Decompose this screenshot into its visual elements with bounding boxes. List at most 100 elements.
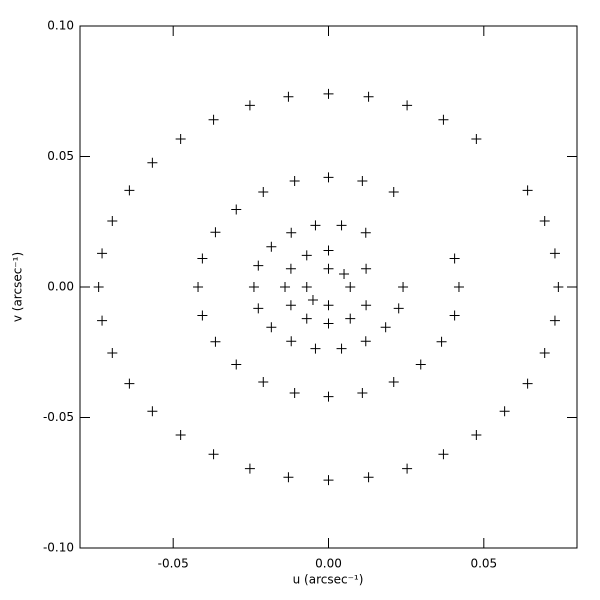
uv-point	[471, 429, 482, 440]
y-tick-label: 0.05	[47, 149, 74, 163]
uv-point	[310, 343, 321, 354]
uv-point	[360, 227, 371, 238]
y-tick-label: -0.10	[43, 541, 74, 555]
uv-point	[208, 449, 219, 460]
uv-point	[549, 248, 560, 259]
uv-point	[258, 186, 269, 197]
uv-point	[415, 359, 426, 370]
y-tick-label: 0.00	[47, 280, 74, 294]
uv-point	[357, 387, 368, 398]
uv-point	[323, 300, 334, 311]
x-tick-label: 0.05	[470, 557, 497, 571]
y-tick-label: -0.05	[43, 410, 74, 424]
uv-point	[307, 295, 318, 306]
uv-point	[280, 282, 291, 292]
y-tick-label: 0.10	[47, 19, 74, 33]
uv-point	[361, 300, 372, 311]
uv-point	[323, 88, 334, 99]
x-tick-label: -0.05	[158, 557, 189, 571]
uv-point	[553, 282, 564, 292]
uv-point	[286, 227, 297, 238]
uv-point	[339, 268, 350, 279]
uv-point	[449, 253, 460, 264]
uv-point	[301, 250, 312, 261]
uv-point	[323, 263, 334, 274]
uv-point	[388, 186, 399, 197]
uv-point	[323, 172, 334, 183]
uv-point	[231, 359, 242, 370]
uv-point	[388, 377, 399, 388]
uv-point	[357, 176, 368, 187]
uv-point	[539, 215, 550, 226]
uv-point	[323, 391, 334, 402]
uv-point	[301, 313, 312, 324]
uv-point	[398, 282, 409, 292]
uv-point	[124, 185, 135, 196]
uv-point	[301, 282, 312, 292]
uv-point	[363, 472, 374, 483]
uv-point	[285, 263, 296, 274]
uv-point	[323, 475, 334, 486]
uv-point	[522, 185, 533, 196]
uv-point	[345, 282, 356, 292]
uv-point	[402, 463, 413, 474]
uv-point	[93, 282, 104, 292]
uv-point	[289, 387, 300, 398]
uv-point	[393, 303, 404, 314]
uv-point	[147, 406, 158, 417]
uv-point	[266, 241, 277, 252]
uv-point	[107, 215, 118, 226]
uv-point	[363, 91, 374, 102]
uv-point	[289, 176, 300, 187]
uv-point	[336, 220, 347, 231]
uv-point	[310, 220, 321, 231]
uv-point	[453, 282, 464, 292]
uv-point	[380, 322, 391, 333]
x-axis-label: u (arcsec⁻¹)	[293, 573, 364, 587]
uv-point	[193, 282, 204, 292]
uv-point	[360, 336, 371, 347]
uv-point	[285, 300, 296, 311]
uv-point	[208, 114, 219, 125]
x-tick-label: 0.00	[315, 557, 342, 571]
uv-point	[244, 100, 255, 111]
uv-point	[336, 343, 347, 354]
uv-point	[248, 282, 259, 292]
uv-point	[124, 378, 135, 389]
uv-point	[210, 227, 221, 238]
uv-point	[549, 315, 560, 326]
uv-point	[253, 303, 264, 314]
uv-point	[438, 114, 449, 125]
uv-point	[402, 100, 413, 111]
uv-point	[286, 336, 297, 347]
uv-point	[210, 336, 221, 347]
uv-point	[323, 318, 334, 329]
uv-point	[361, 263, 372, 274]
uv-point	[258, 377, 269, 388]
uv-point	[97, 315, 108, 326]
uv-point	[539, 348, 550, 359]
uv-point	[147, 157, 158, 168]
y-axis-label: v (arcsec⁻¹)	[11, 252, 25, 322]
uv-point	[283, 472, 294, 483]
uv-point	[471, 134, 482, 145]
uv-point	[283, 91, 294, 102]
uv-point	[97, 248, 108, 259]
uv-point	[323, 245, 334, 256]
uv-point	[244, 463, 255, 474]
uv-point	[175, 429, 186, 440]
uv-point	[175, 134, 186, 145]
uv-point	[499, 406, 510, 417]
uv-point	[522, 378, 533, 389]
uv-point	[436, 336, 447, 347]
uv-point	[197, 310, 208, 321]
uv-point	[438, 449, 449, 460]
uv-point	[266, 322, 277, 333]
uv-point	[107, 348, 118, 359]
uv-point	[231, 204, 242, 215]
uv-point	[197, 253, 208, 264]
uv-point	[449, 310, 460, 321]
plot-frame	[79, 25, 578, 549]
uv-point	[253, 260, 264, 271]
